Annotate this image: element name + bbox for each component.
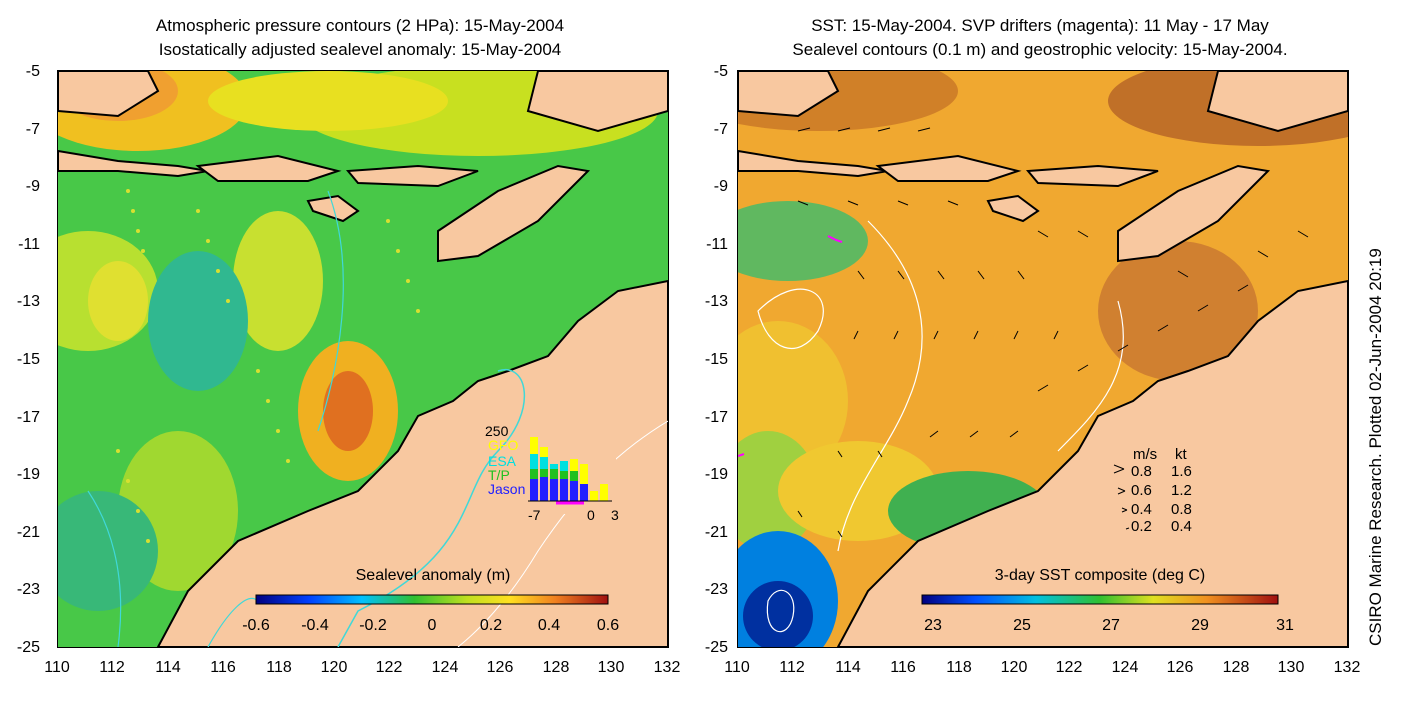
left-y-tick: -21 — [16, 524, 40, 541]
left-x-tick: 128 — [542, 659, 570, 676]
right-colorbar-tick: 27 — [1102, 617, 1120, 634]
left-title-line2: Isostatically adjusted sealevel anomaly:… — [158, 40, 562, 59]
right-x-tick: 120 — [1000, 659, 1028, 676]
inset-series-gfo: GFO — [488, 437, 519, 453]
right-y-tick: -15 — [704, 351, 728, 368]
left-x-tick: 122 — [375, 659, 403, 676]
inset-ymax: 250 — [485, 423, 509, 439]
velocity-legend-kt: 0.4 — [1171, 518, 1192, 535]
velocity-legend-header-ms: m/s — [1133, 446, 1158, 463]
right-colorbar-tick: 29 — [1191, 617, 1209, 634]
left-y-tick: -23 — [16, 581, 40, 598]
right-x-tick: 122 — [1055, 659, 1083, 676]
credit-text: CSIRO Marine Research. Plotted 02-Jun-20… — [1366, 248, 1385, 646]
right-y-tick: -7 — [713, 121, 728, 138]
right-x-tick: 132 — [1333, 659, 1361, 676]
left-colorbar-tick: -0.2 — [359, 617, 387, 634]
altimeter-inset-chart — [526, 429, 616, 514]
left-x-tick: 120 — [320, 659, 348, 676]
velocity-legend-ms: 0.2 — [1131, 518, 1152, 535]
sst-map — [738, 71, 1348, 647]
left-x-tick: 132 — [653, 659, 681, 676]
left-colorbar-tick: -0.6 — [242, 617, 270, 634]
left-colorbar-tick: 0.2 — [479, 617, 503, 634]
sealevel-colorbar — [255, 594, 609, 605]
left-map: 250 GFO ESA T/P Jason -7 0 3 Sealevel an… — [57, 70, 669, 648]
left-y-tick: -5 — [25, 63, 40, 80]
left-x-tick: 112 — [99, 659, 125, 676]
right-x-tick: 124 — [1111, 659, 1139, 676]
left-colorbar-tick: 0 — [427, 617, 437, 634]
right-colorbar-tick: 23 — [924, 617, 942, 634]
inset-series-tp: T/P — [488, 467, 510, 483]
left-colorbar-label: Sealevel anomaly (m) — [355, 567, 511, 584]
inset-series-jason: Jason — [488, 481, 526, 497]
left-x-tick: 116 — [210, 659, 236, 676]
left-y-tick: -9 — [25, 178, 40, 195]
velocity-legend-kt: 0.8 — [1171, 501, 1192, 518]
right-x-tick: 112 — [779, 659, 805, 676]
left-y-tick: -11 — [18, 236, 40, 253]
right-x-tick: 118 — [946, 659, 972, 676]
right-map: m/s kt 0.8 1.6 0.6 1.2 0.4 0.8 0.2 0.4 3… — [737, 70, 1349, 648]
left-x-tick: 110 — [44, 659, 70, 676]
left-y-tick: -17 — [16, 409, 40, 426]
right-y-tick: -21 — [704, 524, 728, 541]
left-x-tick: 114 — [155, 659, 181, 676]
right-colorbar-tick: 25 — [1013, 617, 1031, 634]
right-y-tick: -9 — [713, 178, 728, 195]
left-colorbar-tick: 0.4 — [537, 617, 561, 634]
left-x-tick: 124 — [431, 659, 459, 676]
inset-x-label-start: -7 — [528, 507, 541, 523]
right-y-tick: -23 — [704, 581, 728, 598]
left-x-tick: 126 — [486, 659, 514, 676]
left-title-line1: Atmospheric pressure contours (2 HPa): 1… — [155, 16, 565, 35]
right-y-tick: -5 — [713, 63, 728, 80]
inset-x-label-zero: 0 — [587, 507, 595, 523]
right-y-tick: -17 — [704, 409, 728, 426]
velocity-legend-ms: 0.8 — [1131, 463, 1152, 480]
velocity-legend-kt: 1.6 — [1171, 463, 1192, 480]
left-y-tick: -15 — [16, 351, 40, 368]
left-y-tick: -13 — [16, 293, 40, 310]
velocity-legend-ms: 0.6 — [1131, 482, 1152, 499]
left-y-tick: -25 — [16, 639, 40, 656]
right-title-line2: Sealevel contours (0.1 m) and geostrophi… — [792, 40, 1288, 59]
left-colorbar-tick: -0.4 — [301, 617, 329, 634]
inset-series-esa: ESA — [488, 453, 517, 469]
right-title-line1: SST: 15-May-2004. SVP drifters (magenta)… — [811, 16, 1269, 35]
right-x-tick: 110 — [724, 659, 750, 676]
left-x-tick: 118 — [266, 659, 292, 676]
right-x-tick: 116 — [890, 659, 916, 676]
right-x-tick: 126 — [1166, 659, 1194, 676]
left-y-tick: -7 — [25, 121, 40, 138]
right-x-tick: 130 — [1277, 659, 1305, 676]
velocity-legend-kt: 1.2 — [1171, 482, 1192, 499]
sst-colorbar — [921, 594, 1279, 605]
right-y-tick: -13 — [704, 293, 728, 310]
sealevel-anomaly-map — [58, 71, 668, 647]
inset-x-label-end: 3 — [611, 507, 619, 523]
right-y-tick: -25 — [704, 639, 728, 656]
velocity-legend-ms: 0.4 — [1131, 501, 1152, 518]
right-y-tick: -19 — [704, 466, 728, 483]
right-colorbar-tick: 31 — [1276, 617, 1294, 634]
left-x-tick: 130 — [597, 659, 625, 676]
velocity-legend-header-kt: kt — [1175, 446, 1187, 463]
right-x-tick: 114 — [835, 659, 861, 676]
left-y-tick: -19 — [16, 466, 40, 483]
right-x-tick: 128 — [1222, 659, 1250, 676]
right-colorbar-label: 3-day SST composite (deg C) — [994, 567, 1206, 584]
left-colorbar-tick: 0.6 — [596, 617, 620, 634]
right-y-tick: -11 — [706, 236, 728, 253]
